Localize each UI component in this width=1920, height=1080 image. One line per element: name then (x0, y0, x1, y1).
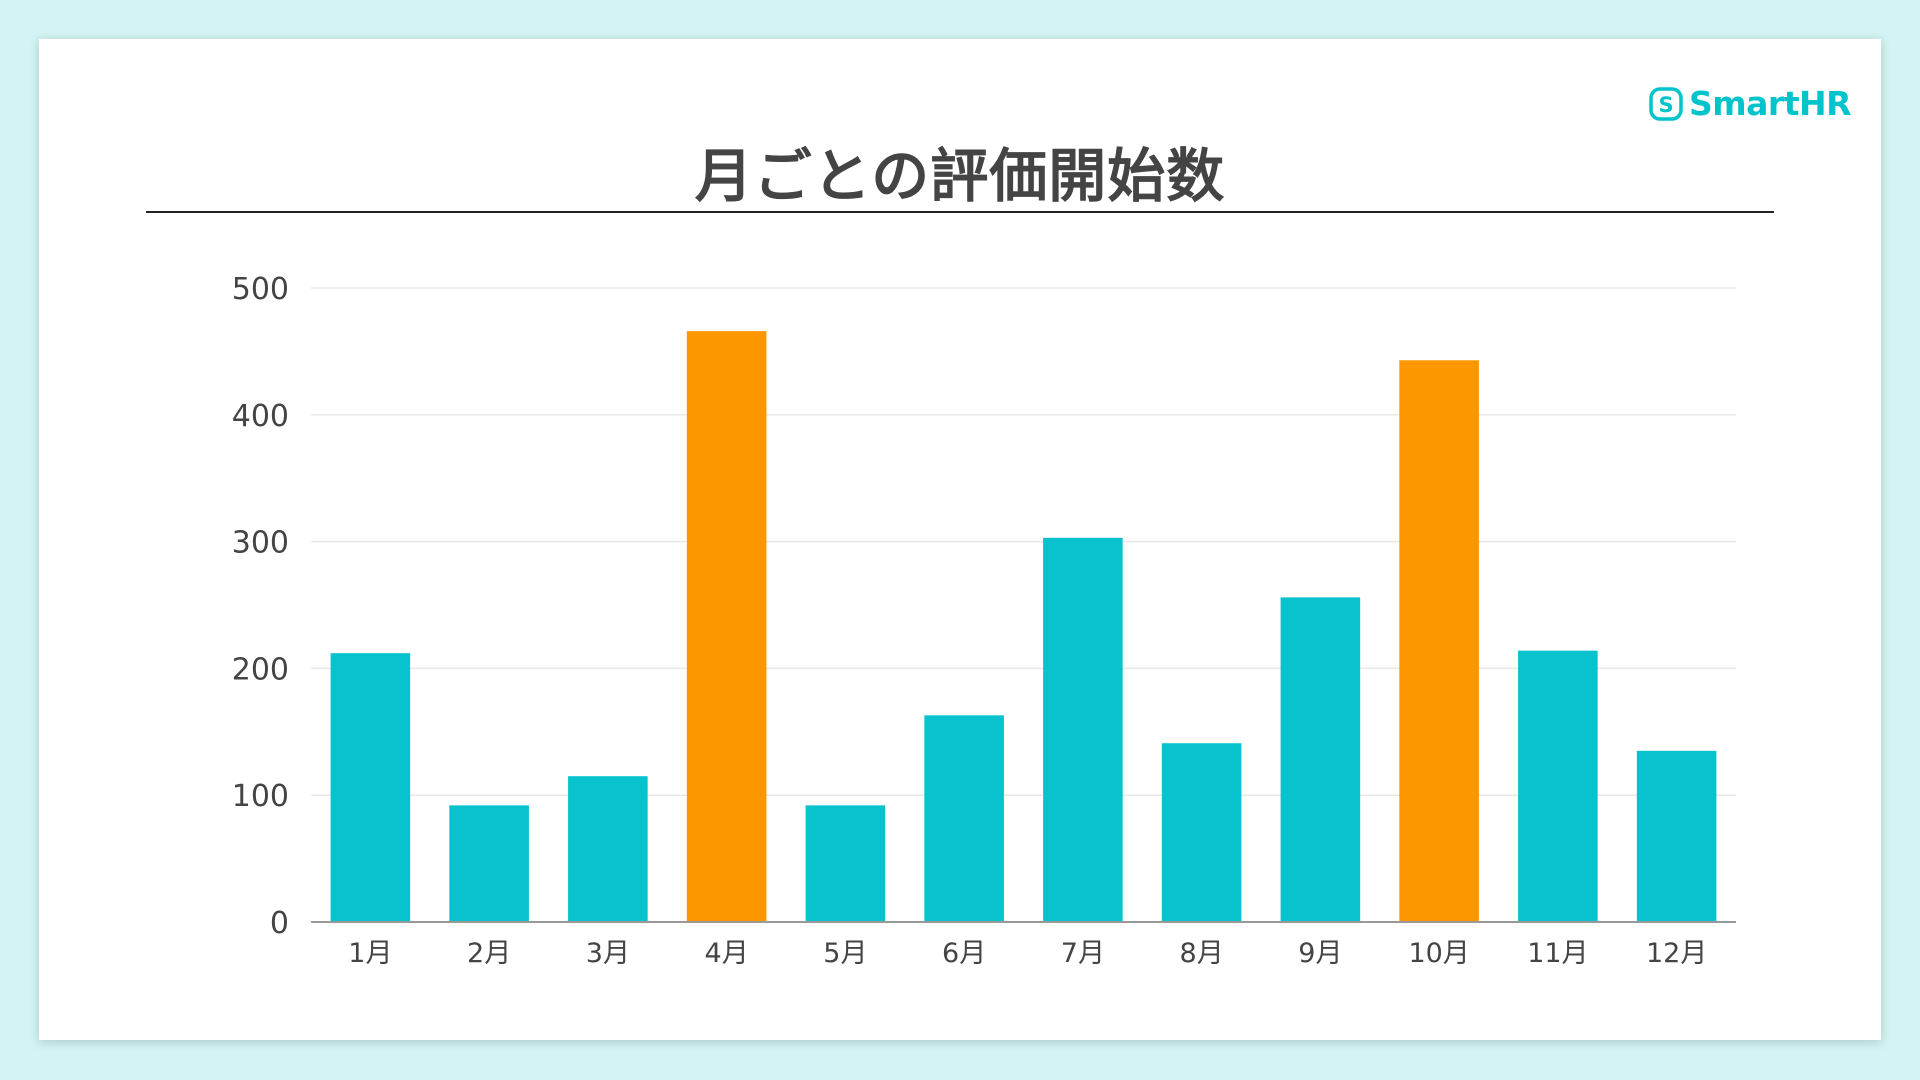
smarthr-logo: S SmartHR (1649, 84, 1852, 123)
bar-11 (1518, 650, 1598, 922)
y-tick-label: 200 (232, 652, 289, 687)
x-tick-label: 2月 (467, 938, 511, 969)
x-tick-label: 6月 (942, 938, 986, 969)
x-tick-label: 9月 (1298, 938, 1342, 969)
bar-3 (568, 776, 648, 922)
bar-4 (686, 331, 767, 922)
y-tick-label: 300 (232, 526, 289, 561)
y-tick-label: 100 (232, 779, 289, 814)
smarthr-logo-icon: S (1649, 86, 1683, 121)
x-tick-label: 12月 (1646, 938, 1707, 969)
x-tick-label: 11月 (1527, 938, 1588, 969)
y-tick-label: 500 (232, 272, 289, 307)
x-tick-label: 8月 (1180, 938, 1224, 969)
slide-card: 月ごとの評価開始数 S SmartHR 0 100 200 300 400 500 1月 2月… (39, 39, 1881, 1040)
bar-1 (330, 653, 411, 922)
gridlines (311, 287, 1736, 796)
bars (330, 331, 1717, 922)
x-tick-label: 5月 (823, 938, 867, 969)
bar-6 (924, 715, 1004, 922)
title-divider (146, 211, 1774, 213)
bar-8 (1161, 743, 1242, 922)
bar-9 (1280, 597, 1361, 922)
x-tick-label: 7月 (1061, 938, 1105, 969)
x-tick-label: 4月 (705, 938, 749, 969)
bar-5 (805, 805, 886, 922)
axis-labels: 0 100 200 300 400 500 1月 2月 3月 4月 5月 6月 7月 8月 9月 10月 11月… (232, 272, 1708, 969)
bar-12 (1636, 750, 1717, 922)
bar-10 (1399, 360, 1479, 922)
x-tick-label: 1月 (348, 938, 392, 969)
y-tick-label: 400 (232, 399, 289, 434)
bar-chart: 0 100 200 300 400 500 1月 2月 3月 4月 5月 6月 7月 8月 9月 10月 11月… (232, 272, 1736, 969)
chart-title: 月ごとの評価開始数 (694, 142, 1226, 210)
bar-7 (1043, 537, 1123, 922)
svg-text:S: S (1658, 93, 1673, 117)
brand-name: SmartHR (1689, 84, 1852, 123)
x-tick-label: 3月 (586, 938, 630, 969)
bar-2 (449, 805, 529, 922)
x-tick-label: 10月 (1408, 938, 1469, 969)
y-tick-label: 0 (270, 906, 289, 941)
